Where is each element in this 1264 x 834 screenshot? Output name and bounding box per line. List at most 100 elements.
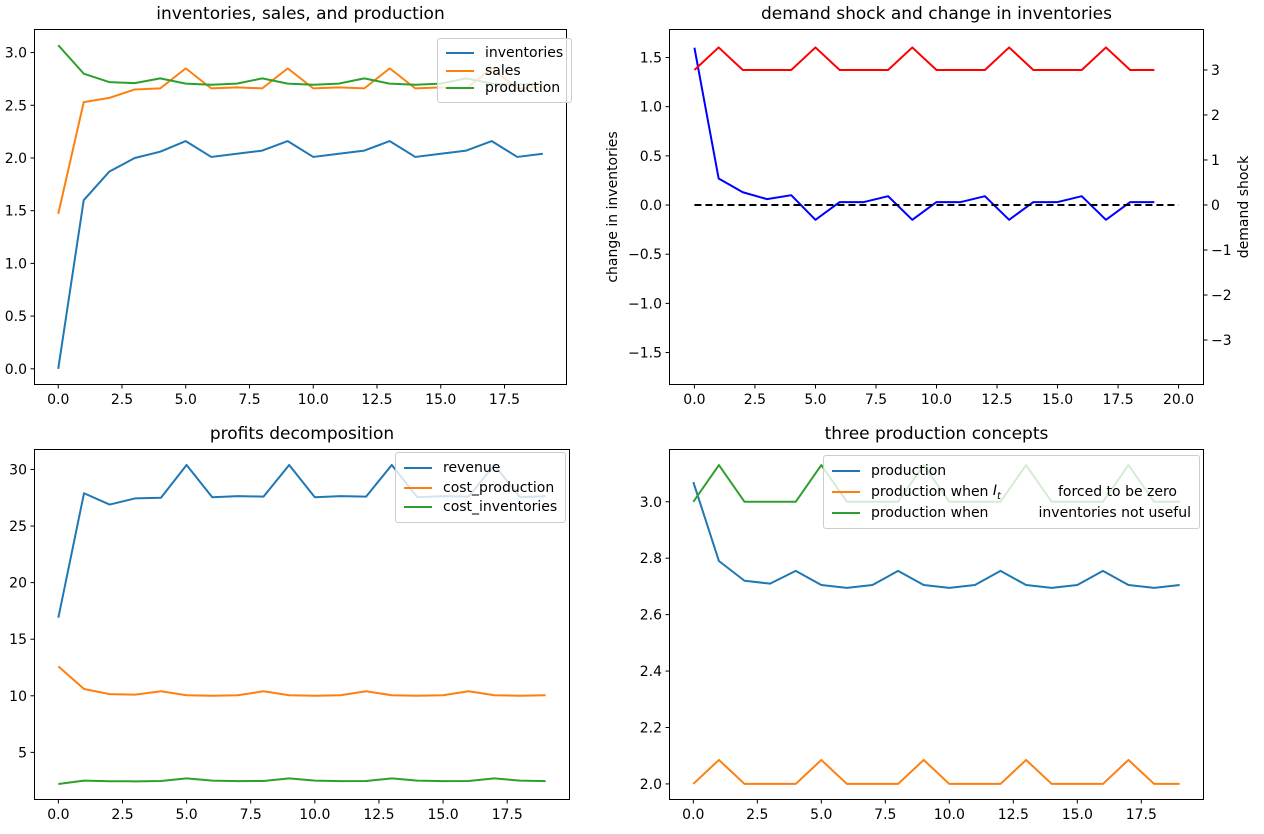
- legend-label: inventories: [485, 44, 564, 61]
- line-swatch-production: [446, 87, 474, 90]
- svg-text:0.0: 0.0: [640, 198, 662, 214]
- svg-text:10.0: 10.0: [298, 392, 329, 408]
- legend-item-production-inventories-not-useful: production when inventories not useful: [832, 502, 1191, 523]
- svg-text:0.0: 0.0: [47, 392, 69, 408]
- line-swatch-cost-inventories: [404, 506, 432, 509]
- svg-text:1.5: 1.5: [640, 51, 662, 67]
- svg-text:17.5: 17.5: [1126, 807, 1157, 823]
- svg-text:20.0: 20.0: [1163, 392, 1194, 408]
- legend-label: production when: [871, 504, 989, 521]
- svg-text:0.5: 0.5: [640, 149, 662, 165]
- legend-item-sales: sales: [446, 62, 563, 80]
- svg-text:10.0: 10.0: [921, 392, 952, 408]
- svg-text:5: 5: [18, 745, 27, 761]
- legend-item-cost-inventories: cost_inventories: [404, 497, 557, 517]
- svg-text:3: 3: [1211, 63, 1220, 79]
- line-swatch-production-inventories-zero: [832, 491, 860, 493]
- svg-text:0.0: 0.0: [683, 392, 705, 408]
- svg-text:10.0: 10.0: [934, 807, 965, 823]
- svg-text:15.0: 15.0: [425, 392, 456, 408]
- svg-text:5.0: 5.0: [810, 807, 832, 823]
- svg-text:1.5: 1.5: [5, 204, 27, 220]
- line-swatch-production: [832, 470, 860, 473]
- svg-text:2.6: 2.6: [640, 608, 662, 624]
- line-swatch-cost-production: [404, 486, 432, 489]
- legend-item-inventories: inventories: [446, 44, 563, 62]
- svg-text:2.5: 2.5: [5, 98, 27, 114]
- legend-label: forced to be zero: [1057, 484, 1177, 500]
- legend-label: revenue: [443, 459, 501, 476]
- svg-text:15: 15: [9, 632, 27, 648]
- svg-text:change in inventories: change in inventories: [605, 131, 621, 282]
- svg-text:0.5: 0.5: [5, 309, 27, 325]
- svg-text:7.5: 7.5: [865, 392, 887, 408]
- svg-text:2.0: 2.0: [5, 151, 27, 167]
- chart-title-demand-shock: demand shock and change in inventories: [761, 4, 1112, 24]
- svg-text:2.8: 2.8: [640, 551, 662, 567]
- svg-text:0.0: 0.0: [47, 807, 69, 823]
- svg-text:−1.5: −1.5: [628, 346, 662, 362]
- svg-text:17.5: 17.5: [1102, 392, 1133, 408]
- svg-text:12.5: 12.5: [363, 807, 394, 823]
- legend-item-revenue: revenue: [404, 458, 557, 478]
- svg-text:12.5: 12.5: [981, 392, 1012, 408]
- svg-text:demand shock: demand shock: [1236, 155, 1252, 258]
- chart-title-inventories-sales-production: inventories, sales, and production: [156, 4, 445, 24]
- svg-text:−0.5: −0.5: [628, 247, 662, 263]
- line-swatch-production-inventories-not-useful: [832, 511, 860, 514]
- svg-text:2.5: 2.5: [746, 807, 768, 823]
- svg-text:15.0: 15.0: [427, 807, 458, 823]
- svg-text:3.0: 3.0: [5, 46, 27, 62]
- svg-text:1: 1: [1211, 153, 1220, 169]
- svg-text:5.0: 5.0: [175, 807, 197, 823]
- legend-label: cost_production: [443, 479, 555, 496]
- chart-title-three-production-concepts: three production concepts: [824, 424, 1049, 444]
- svg-text:15.0: 15.0: [1042, 392, 1073, 408]
- legend-profits-decomposition: revenue cost_production cost_inventories: [395, 452, 567, 523]
- legend-label: sales: [485, 62, 521, 79]
- svg-text:17.5: 17.5: [492, 807, 523, 823]
- svg-text:−2: −2: [1211, 288, 1232, 304]
- legend-label: production: [871, 463, 947, 480]
- svg-text:15.0: 15.0: [1062, 807, 1093, 823]
- legend-label: production: [485, 80, 561, 97]
- chart-title-profits-decomposition: profits decomposition: [209, 424, 395, 444]
- legend-label: inventories not useful: [1038, 504, 1191, 521]
- svg-text:5.0: 5.0: [804, 392, 826, 408]
- svg-text:2.5: 2.5: [111, 807, 133, 823]
- svg-text:7.5: 7.5: [240, 807, 262, 823]
- svg-text:1.0: 1.0: [5, 256, 27, 272]
- svg-text:10: 10: [9, 689, 27, 705]
- svg-text:3.0: 3.0: [640, 495, 662, 511]
- svg-text:0.0: 0.0: [5, 362, 27, 378]
- svg-text:17.5: 17.5: [489, 392, 520, 408]
- legend-three-production-concepts: production production when It forced to …: [823, 455, 1200, 529]
- svg-text:−3: −3: [1211, 333, 1232, 349]
- legend-label: cost_inventories: [443, 499, 558, 516]
- svg-text:0: 0: [1211, 198, 1220, 214]
- svg-text:5.0: 5.0: [175, 392, 197, 408]
- svg-text:30: 30: [9, 462, 27, 478]
- svg-text:0.0: 0.0: [682, 807, 704, 823]
- svg-text:12.5: 12.5: [998, 807, 1029, 823]
- svg-text:2.0: 2.0: [640, 777, 662, 793]
- svg-text:25: 25: [9, 519, 27, 535]
- line-swatch-revenue: [404, 466, 432, 469]
- legend-label: production when: [871, 484, 993, 500]
- svg-text:2.2: 2.2: [640, 720, 662, 736]
- chart-demand-shock-change-in-inventories: 0.0 2.5 5.0 7.5 10.0 12.5 15.0 17.5 20.0−1.5−1.0…: [605, 29, 1252, 408]
- chart-three-production-concepts: 0.0 2.5 5.0 7.5 10.0 12.5 15.0 17.5 2.0 2.2 2.4 2.6…: [640, 449, 1204, 823]
- chart-profits-decomposition: 0.0 2.5 5.0 7.5 10.0 12.5 15.0 17.5 5 10 15 20 25 30: [9, 449, 570, 823]
- svg-text:−1.0: −1.0: [628, 296, 662, 312]
- line-swatch-sales: [446, 69, 474, 72]
- legend-item-production: production: [832, 461, 1191, 482]
- svg-text:2.4: 2.4: [640, 664, 662, 680]
- legend-item-production-inventories-zero: production when It forced to be zero: [832, 482, 1191, 503]
- line-swatch-inventories: [446, 51, 474, 54]
- legend-inventories-sales-production: inventories sales production: [437, 38, 573, 103]
- svg-text:7.5: 7.5: [238, 392, 260, 408]
- svg-text:7.5: 7.5: [874, 807, 896, 823]
- svg-text:20: 20: [9, 576, 27, 592]
- math-inventory-symbol: It: [992, 482, 1001, 502]
